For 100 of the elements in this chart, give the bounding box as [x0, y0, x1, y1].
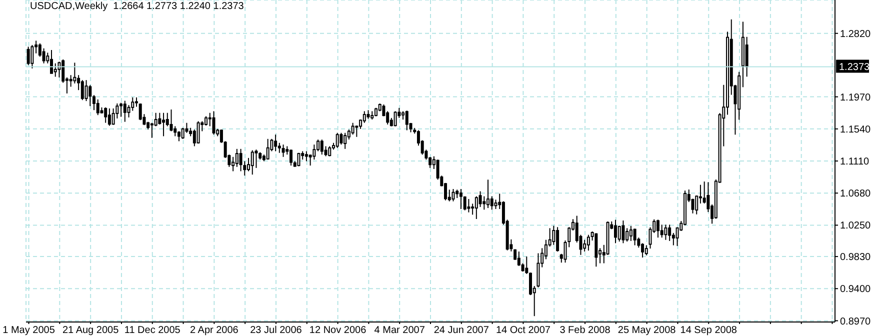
candlestick [351, 122, 354, 136]
candlestick [312, 144, 316, 160]
ref-line-label: 1.2373 [839, 62, 870, 74]
y-tick-label: 0.8970 [840, 316, 871, 328]
candlestick [490, 196, 494, 210]
x-tick-label: 21 Aug 2005 [62, 325, 120, 336]
candlestick [614, 219, 617, 244]
candlestick [525, 256, 528, 274]
candlestick [204, 116, 208, 126]
candlestick [69, 74, 72, 88]
x-tick-label: 14 Sep 2008 [680, 325, 738, 336]
candlestick [62, 58, 65, 84]
y-tick-label: 1.2820 [840, 28, 871, 40]
candlestick [556, 226, 560, 252]
candlestick [459, 188, 462, 210]
chart-title: USDCAD,Weekly 1.2664 1.2773 1.2240 1.2373 [30, 1, 244, 12]
y-tick-label: 1.0680 [840, 188, 871, 200]
y-tick-label: 1.0250 [840, 220, 871, 232]
candlestick [54, 62, 57, 78]
candlestick [96, 98, 100, 116]
x-tick-label: 3 Feb 2008 [560, 325, 611, 336]
x-tick-label: 25 May 2008 [618, 325, 676, 336]
candlestick [196, 120, 200, 144]
candlestick [282, 144, 285, 158]
candlestick [212, 110, 216, 136]
candlestick [656, 219, 660, 238]
candlestick [150, 122, 154, 138]
candlestick [340, 132, 343, 146]
candlestick [626, 228, 629, 242]
candlestick [239, 148, 242, 172]
candlestick [80, 80, 84, 101]
candlestick [745, 36, 748, 78]
candlestick [232, 156, 235, 172]
candlestick [58, 61, 61, 78]
candlestick [463, 196, 466, 211]
candlestick [660, 224, 664, 238]
candlestick [695, 194, 698, 215]
y-tick-label: 1.1540 [840, 124, 871, 136]
candlestick [347, 129, 350, 140]
x-tick-label: 14 Oct 2007 [496, 325, 551, 336]
candlestick [336, 132, 339, 148]
candlestick [467, 198, 470, 213]
candlestick [474, 196, 478, 220]
candlestick [181, 127, 184, 140]
candlestick [668, 224, 672, 242]
candlestick [162, 112, 166, 137]
candlestick [586, 234, 590, 252]
x-tick-label: 12 Nov 2006 [309, 325, 367, 336]
x-tick-label: 23 Jul 2006 [250, 325, 302, 336]
candlestick [274, 134, 278, 152]
candlestick [266, 138, 270, 160]
candlestick [641, 242, 644, 258]
candlestick [304, 150, 308, 162]
candlestick [84, 80, 88, 102]
candlestick [123, 100, 126, 122]
candlestick [644, 244, 648, 256]
candlestick [529, 272, 532, 296]
candlestick [594, 232, 598, 268]
y-tick-label: 0.9400 [840, 284, 871, 296]
candlestick [134, 96, 138, 108]
candlestick [544, 239, 548, 260]
candlestick [38, 42, 42, 58]
candlestick [486, 179, 490, 209]
candlestick [405, 110, 408, 131]
candlestick [664, 224, 668, 240]
candlestick [138, 102, 142, 121]
candlestick [618, 225, 621, 242]
candlestick [362, 110, 366, 124]
candlestick [629, 226, 632, 242]
candlestick [112, 108, 115, 126]
candlestick [290, 149, 293, 166]
candlestick [42, 48, 46, 64]
candlestick [583, 239, 586, 252]
candlestick [120, 102, 123, 118]
x-tick-label: 11 Dec 2005 [124, 325, 181, 336]
candlestick [452, 188, 455, 202]
y-tick-label: 1.1970 [840, 92, 871, 104]
y-tick-label: 0.9830 [840, 252, 871, 264]
y-tick-label: 1.1110 [840, 156, 870, 168]
candlestick [154, 112, 158, 127]
candlestick [320, 139, 324, 156]
candlestick [344, 132, 347, 150]
candlestick [394, 110, 397, 127]
x-tick-label: 4 Mar 2007 [374, 325, 426, 336]
candlestick [177, 130, 180, 142]
candlestick [622, 220, 625, 244]
candlestick [26, 46, 30, 66]
candlestick [235, 148, 238, 168]
candlestick [30, 44, 34, 69]
x-tick-label: 2 Apr 2006 [190, 325, 239, 336]
candlestick [278, 142, 281, 154]
candlestick [170, 109, 173, 132]
candlestick [50, 50, 54, 74]
candlestick [478, 190, 482, 208]
candlestick [166, 112, 169, 127]
candlestick [104, 106, 108, 124]
candlestick [250, 150, 254, 176]
candlestick [482, 196, 486, 210]
x-tick-label: 24 Jun 2007 [434, 325, 490, 336]
candlestick [88, 84, 92, 107]
